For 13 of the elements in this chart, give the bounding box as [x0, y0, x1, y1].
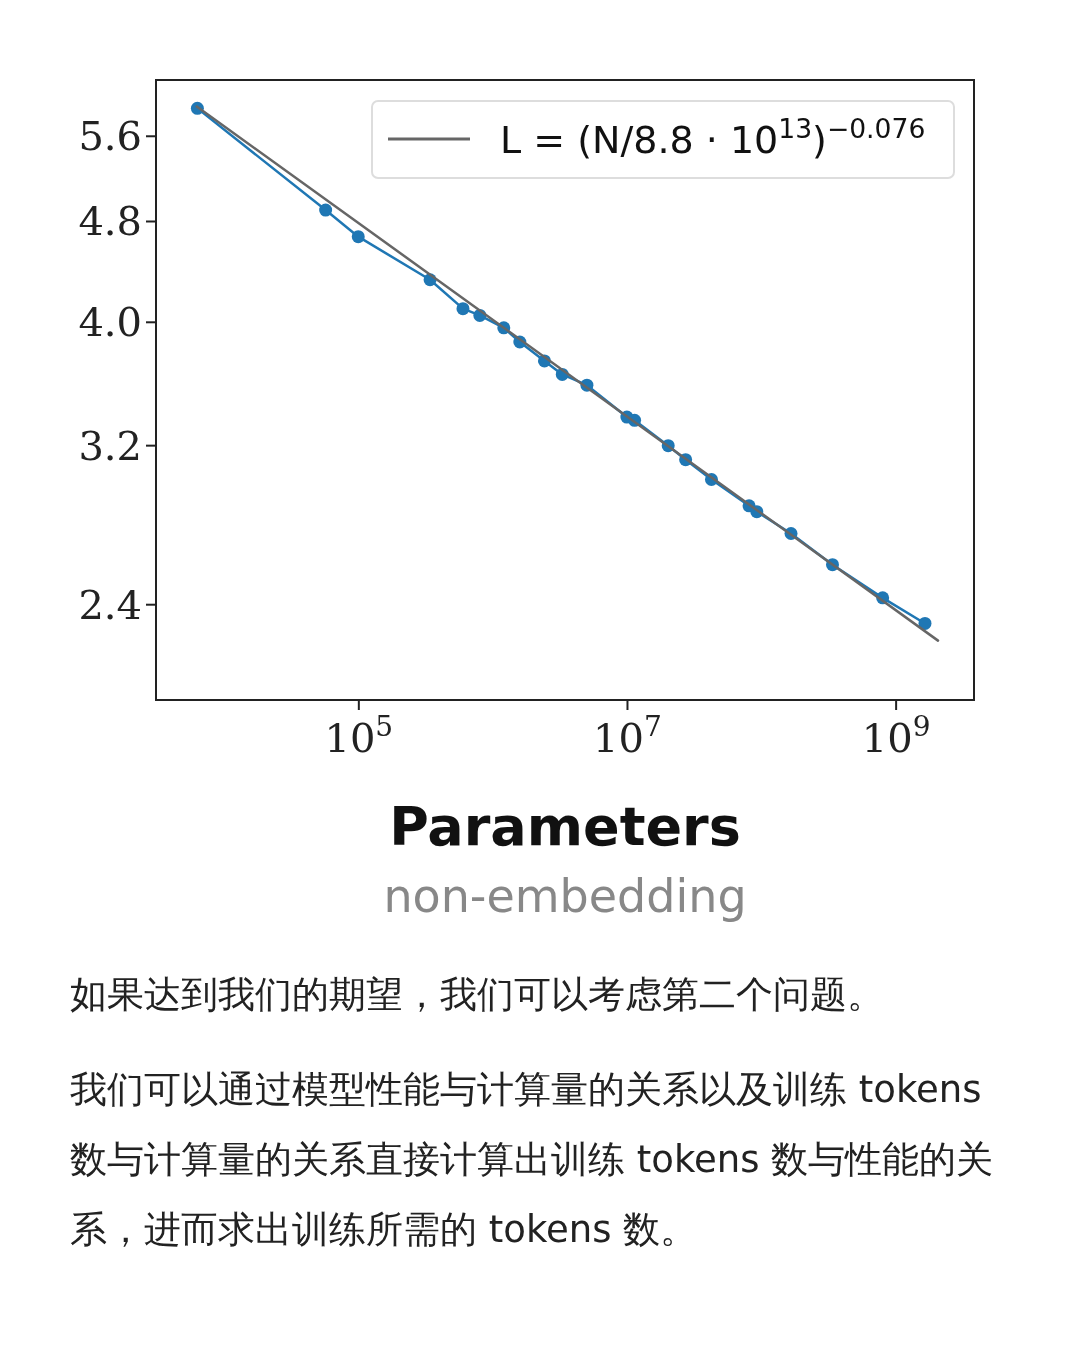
y-tick-label: 2.4 [78, 581, 142, 628]
legend-label: L = (N/8.8 · 10$^{13}$)$^{−0.076}$ [500, 112, 926, 162]
text: 如果达到我们的期望，我们可以考虑第二个问题。 [70, 972, 885, 1018]
x-tick-label: 10$^{7}$ [593, 709, 662, 761]
y-tick-label: 5.6 [78, 113, 142, 160]
text: 我们可以通过模型性能与计算量的关系以及训练 tokens 数与计算量的关系直接计算出训练 tokens 数与性能的关系，进而求出训练所需的 tokens 数。 [70, 1067, 995, 1253]
y-tick-label: 4.0 [78, 299, 142, 346]
text: non-embedding [383, 869, 747, 923]
x-tick-label: 10$^{9}$ [861, 709, 931, 761]
x-axis-title: Parameters [389, 795, 741, 858]
y-tick-label: 4.8 [78, 198, 142, 245]
x-tick-label: 10$^{5}$ [324, 709, 394, 761]
y-tick-label: 3.2 [78, 422, 142, 469]
